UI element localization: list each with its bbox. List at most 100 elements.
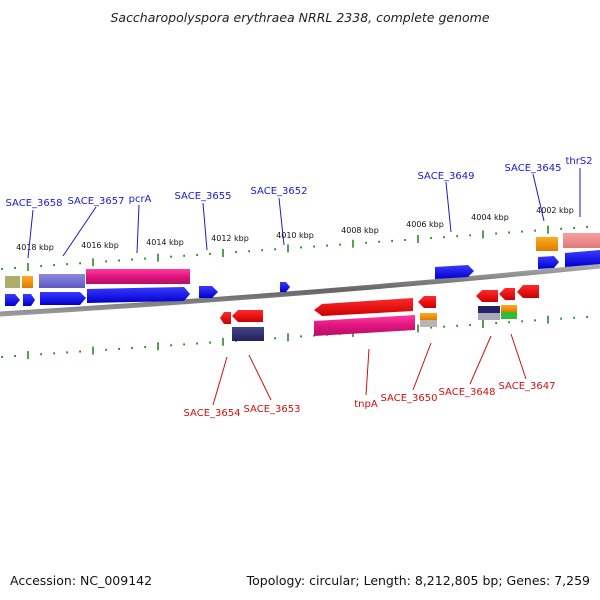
scale-tick-minor <box>495 322 497 325</box>
scale-tick-minor <box>495 232 497 235</box>
scale-tick-minor <box>378 240 380 243</box>
scale-tick-minor <box>209 341 211 344</box>
scale-label: 4018 kbp <box>16 243 54 252</box>
gene-arrow-forward <box>5 294 20 306</box>
feature-band-navy <box>232 327 264 341</box>
gene-label[interactable]: SACE_3655 <box>175 191 232 202</box>
gene-label[interactable]: SACE_3645 <box>505 163 562 174</box>
scale-tick-major <box>482 230 484 239</box>
scale-label: 4010 kbp <box>276 231 314 240</box>
scale-tick-minor <box>560 227 562 230</box>
scale-tick-minor <box>456 324 458 327</box>
feature-band-green <box>501 312 517 319</box>
scale-tick-minor <box>300 335 302 338</box>
scale-tick-minor <box>170 255 172 258</box>
scale-tick-minor <box>53 264 55 267</box>
scale-tick-minor <box>560 317 562 320</box>
scale-tick-minor <box>326 244 328 247</box>
reverse-leader-lines <box>212 333 527 406</box>
feature-band-orange <box>501 305 517 312</box>
gene-label[interactable]: SACE_3650 <box>381 393 438 404</box>
gene-label[interactable]: SACE_3649 <box>418 171 475 182</box>
scale-tick-minor <box>443 236 445 239</box>
scale-tick-minor <box>1 355 3 358</box>
scale-tick-major <box>352 239 354 248</box>
scale-tick-minor <box>521 230 523 233</box>
feature-band-orange <box>420 313 437 320</box>
genome-summary: Topology: circular; Length: 8,212,805 bp… <box>246 573 590 588</box>
leader-line <box>412 342 432 391</box>
leader-line <box>62 206 97 257</box>
scale-tick-minor <box>508 321 510 324</box>
gene-arrow-reverse <box>418 296 436 308</box>
scale-tick-minor <box>105 260 107 263</box>
scale-tick-major <box>92 346 94 355</box>
scale-tick-minor <box>66 351 68 354</box>
scale-tick-row-upper <box>1 225 588 271</box>
feature-band-olive <box>5 276 20 288</box>
gene-label[interactable]: SACE_3658 <box>6 198 63 209</box>
feature-band-pink <box>86 269 190 284</box>
scale-tick-major <box>27 263 29 271</box>
scale-tick-major <box>222 249 224 257</box>
scale-tick-minor <box>430 237 432 240</box>
scale-tick-major <box>157 342 159 351</box>
scale-tick-minor <box>534 229 536 232</box>
feature-band-lavender <box>39 274 85 288</box>
leader-line <box>278 197 285 246</box>
gene-label[interactable]: SACE_3653 <box>244 404 301 415</box>
scale-tick-minor <box>209 252 211 255</box>
feature-band-pink <box>314 315 415 336</box>
gene-label[interactable]: SACE_3647 <box>499 381 556 392</box>
leader-line <box>510 333 527 380</box>
gene-label[interactable]: pcrA <box>129 194 152 205</box>
gene-arrow-reverse <box>314 298 413 316</box>
scale-tick-minor <box>79 350 81 353</box>
forward-gene-labels: SACE_3658 SACE_3657 pcrA SACE_3655 SACE_… <box>6 156 593 209</box>
scale-tick-minor <box>521 320 523 323</box>
leader-line <box>136 204 140 254</box>
scale-tick-minor <box>40 353 42 356</box>
gene-label[interactable]: SACE_3652 <box>251 186 308 197</box>
leader-line <box>212 356 228 406</box>
gene-label[interactable]: SACE_3657 <box>68 196 125 207</box>
scale-tick-minor <box>248 250 250 253</box>
scale-tick-minor <box>144 257 146 260</box>
gene-label[interactable]: SACE_3648 <box>439 387 496 398</box>
scale-tick-minor <box>430 326 432 329</box>
genome-backbone <box>0 263 600 317</box>
scale-label: 4016 kbp <box>81 241 119 250</box>
forward-strand-features <box>5 233 600 306</box>
leader-line <box>469 335 492 385</box>
scale-tick-minor <box>131 347 133 349</box>
scale-tick-major <box>417 324 419 333</box>
reverse-gene-labels: SACE_3654 SACE_3653 tnpA SACE_3650 SACE_… <box>184 381 556 419</box>
gene-arrow-reverse <box>232 310 263 322</box>
leader-line <box>532 173 545 222</box>
scale-tick-minor <box>118 259 120 262</box>
scale-tick-major <box>287 244 289 253</box>
scale-tick-minor <box>105 348 107 351</box>
scale-tick-minor <box>274 337 276 340</box>
reverse-strand-features <box>220 285 539 341</box>
scale-tick-minor <box>391 239 393 242</box>
scale-tick-major <box>417 235 419 243</box>
gene-label[interactable]: tnpA <box>354 399 378 410</box>
gene-label[interactable]: SACE_3654 <box>184 408 241 419</box>
feature-band-salmon <box>563 233 600 248</box>
gene-arrow-reverse <box>476 290 498 302</box>
gene-arrow-forward <box>40 292 86 305</box>
scale-tick-minor <box>443 325 445 328</box>
scale-labels: 4018 kbp 4016 kbp 4014 kbp 4012 kbp 4010… <box>16 206 574 252</box>
scale-tick-minor <box>573 316 575 319</box>
gene-arrow-forward <box>23 294 35 306</box>
scale-tick-minor <box>53 352 55 355</box>
scale-tick-minor <box>586 225 588 228</box>
scale-label: 4004 kbp <box>471 213 509 222</box>
gene-label[interactable]: thrS2 <box>565 156 592 167</box>
scale-tick-major <box>92 258 94 267</box>
leader-line <box>365 348 370 396</box>
leader-line <box>202 202 208 251</box>
map-title: Saccharopolyspora erythraea NRRL 2338, c… <box>110 10 490 25</box>
